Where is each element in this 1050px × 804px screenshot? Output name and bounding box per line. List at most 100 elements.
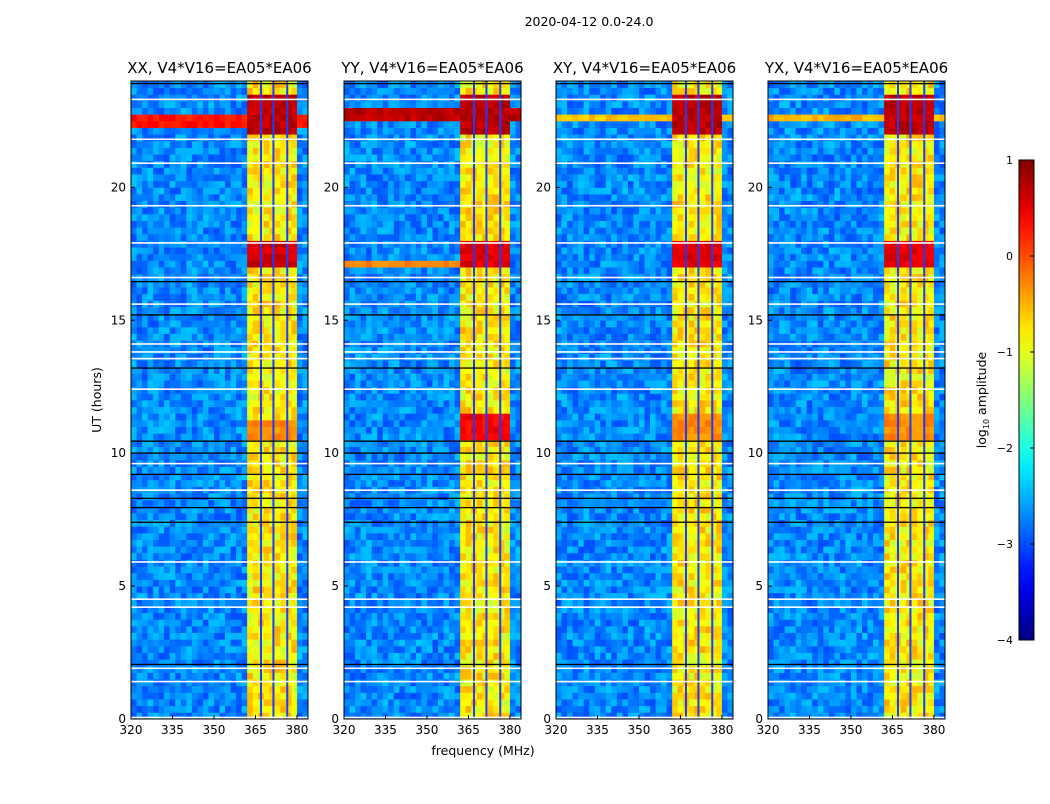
heatmap-cell [344,427,350,434]
heatmap-cell [344,540,350,547]
heatmap-cell [131,294,137,301]
heatmap-cell [225,672,231,679]
heatmap-cell [488,420,494,427]
heatmap-cell [153,353,159,360]
heatmap-cell [236,234,242,241]
heatmap-cell [181,194,187,201]
heatmap-cell [181,167,187,174]
heatmap-cell [444,427,450,434]
heatmap-cell [264,560,270,567]
heatmap-cell [355,599,361,606]
heatmap-cell [433,613,439,620]
heatmap-cell [203,579,209,586]
heatmap-cell [142,699,148,706]
heatmap-cell [214,207,220,214]
heatmap-cell [148,108,154,115]
heatmap-cell [242,613,248,620]
heatmap-cell [466,400,472,407]
heatmap-cell [488,400,494,407]
heatmap-cell [438,360,444,367]
heatmap-cell [433,387,439,394]
heatmap-cell [159,653,165,660]
heatmap-cell [253,500,259,507]
heatmap-cell [231,234,237,241]
heatmap-cell [164,307,170,314]
heatmap-cell [148,201,154,208]
heatmap-cell [208,294,214,301]
heatmap-cell [153,706,159,713]
heatmap-cell [203,712,209,719]
heatmap-cell [137,141,143,148]
heatmap-cell [416,380,422,387]
heatmap-cell [449,599,455,606]
heatmap-cell [297,174,303,181]
heatmap-cell [197,141,203,148]
heatmap-cell [280,407,286,414]
heatmap-cell [153,579,159,586]
heatmap-cell [377,613,383,620]
heatmap-cell [444,712,450,719]
heatmap-cell [410,407,416,414]
heatmap-cell [377,387,383,394]
heatmap-cell [153,267,159,274]
heatmap-cell [421,633,427,640]
heatmap-cell [148,94,154,101]
heatmap-cell [466,613,472,620]
heatmap-cell [131,320,137,327]
heatmap-cell [214,413,220,420]
heatmap-cell [394,453,400,460]
heatmap-cell [366,433,372,440]
heatmap-cell [280,128,286,135]
heatmap-cell [159,599,165,606]
heatmap-cell [142,108,148,115]
heatmap-cell [361,659,367,666]
heatmap-cell [242,692,248,699]
heatmap-cell [297,526,303,533]
heatmap-cell [242,427,248,434]
heatmap-cell [394,546,400,553]
heatmap-cell [181,493,187,500]
heatmap-cell [504,560,510,567]
heatmap-cell [449,334,455,341]
heatmap-cell [297,540,303,547]
heatmap-cell [466,599,472,606]
heatmap-cell [242,712,248,719]
heatmap-cell [203,207,209,214]
heatmap-cell [405,633,411,640]
heatmap-cell [231,566,237,573]
heatmap-cell [291,221,297,228]
heatmap-cell [433,633,439,640]
heatmap-cell [170,380,176,387]
heatmap-cell [449,653,455,660]
heatmap-cell [164,141,170,148]
heatmap-cell [225,353,231,360]
heatmap-cell [225,599,231,606]
heatmap-cell [214,287,220,294]
heatmap-cell [214,101,220,108]
heatmap-cell [247,88,253,95]
heatmap-cell [236,260,242,267]
heatmap-cell [164,692,170,699]
heatmap-cell [275,653,281,660]
heatmap-cell [504,393,510,400]
heatmap-cell [148,599,154,606]
heatmap-cell [394,672,400,679]
heatmap-cell [175,560,181,567]
heatmap-cell [372,427,378,434]
heatmap-cell [438,633,444,640]
heatmap-cell [137,433,143,440]
heatmap-cell [170,659,176,666]
heatmap-cell [427,613,433,620]
heatmap-cell [236,88,242,95]
heatmap-cell [148,320,154,327]
heatmap-cell [197,360,203,367]
heatmap-cell [253,214,259,221]
heatmap-cell [280,666,286,673]
heatmap-cell [197,154,203,161]
heatmap-cell [488,373,494,380]
heatmap-cell [142,353,148,360]
heatmap-cell [455,353,461,360]
heatmap-cell [449,420,455,427]
heatmap-cell [170,347,176,354]
heatmap-cell [344,566,350,573]
